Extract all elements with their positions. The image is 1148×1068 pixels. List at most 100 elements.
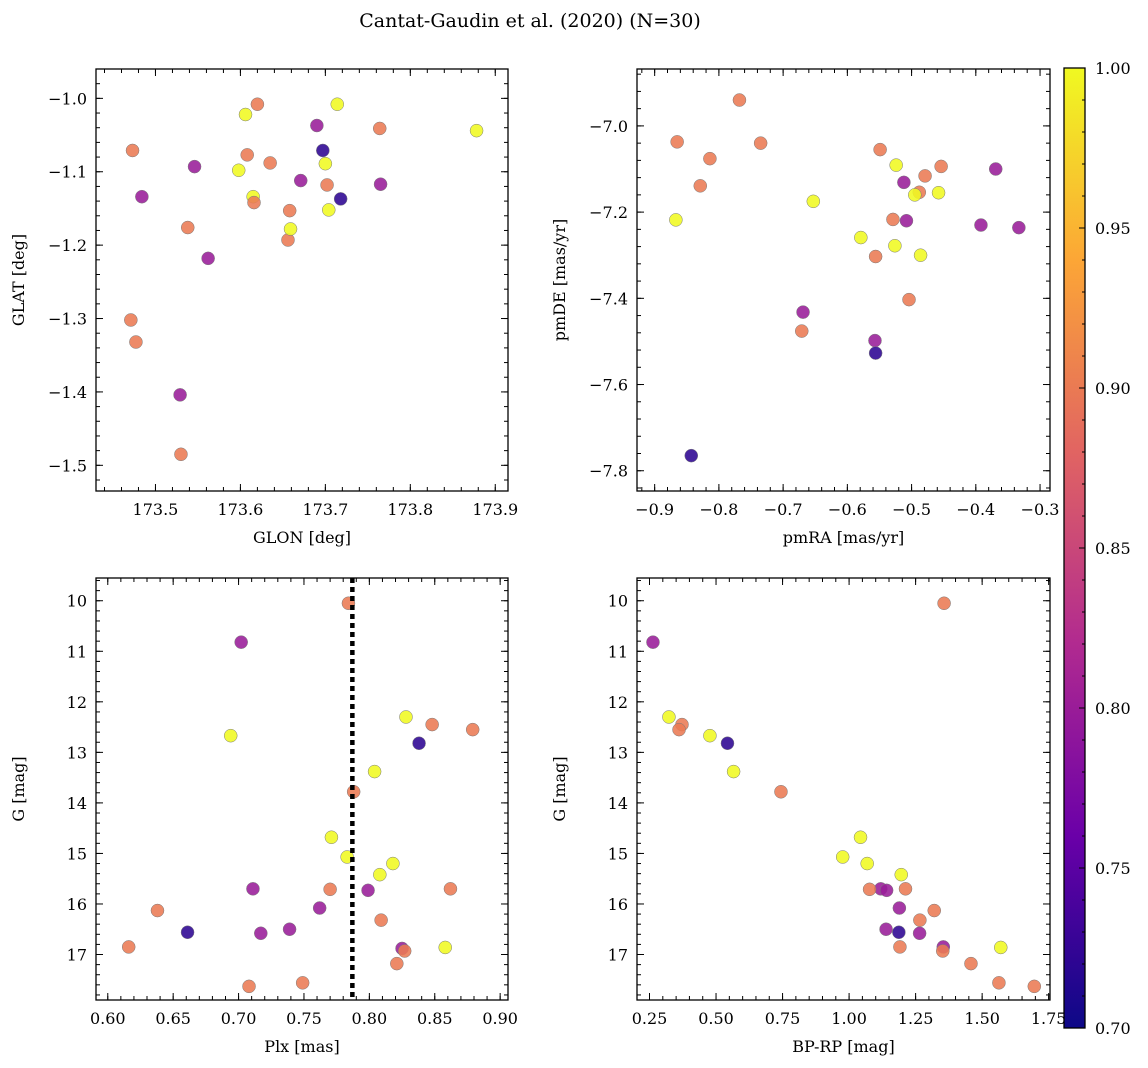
y-tick-label: −7.0 bbox=[589, 117, 628, 136]
scatter-point bbox=[361, 883, 375, 898]
scatter-point bbox=[908, 188, 922, 202]
scatter-point bbox=[187, 159, 202, 174]
x-tick-label: 0.50 bbox=[698, 1009, 734, 1028]
scatter-point bbox=[879, 922, 893, 936]
x-tick-label: 0.70 bbox=[221, 1009, 257, 1028]
x-tick-label: 0.75 bbox=[286, 1009, 322, 1028]
scatter-point bbox=[322, 203, 336, 217]
y-tick-label: 13 bbox=[67, 743, 87, 762]
scatter-point bbox=[374, 913, 388, 927]
x-tick-label: 1.00 bbox=[831, 1009, 867, 1028]
scatter-point bbox=[125, 143, 140, 158]
x-tick-label: −0.5 bbox=[892, 500, 931, 519]
scatter-point bbox=[893, 940, 907, 954]
scatter-point bbox=[897, 175, 911, 190]
y-tick-label: 12 bbox=[67, 693, 87, 712]
x-axis-label: pmRA [mas/yr] bbox=[783, 528, 905, 547]
scatter-point bbox=[927, 903, 941, 918]
x-tick-label: 173.7 bbox=[302, 500, 348, 519]
x-tick-label: 0.85 bbox=[417, 1009, 453, 1028]
x-tick-label: 1.25 bbox=[898, 1009, 934, 1028]
scatter-point bbox=[242, 979, 256, 994]
y-tick-label: 15 bbox=[608, 844, 628, 863]
y-tick-label: 10 bbox=[67, 592, 87, 611]
x-tick-label: −0.6 bbox=[828, 500, 867, 519]
colorbar-tick-label: 0.70 bbox=[1095, 1019, 1131, 1038]
scatter-point bbox=[862, 882, 877, 897]
scatter-point bbox=[281, 233, 295, 247]
ticks bbox=[637, 69, 1050, 491]
ticks bbox=[637, 578, 1050, 1000]
scatter-point bbox=[889, 158, 903, 172]
y-tick-label: 16 bbox=[608, 895, 628, 914]
scatter-point bbox=[465, 722, 480, 737]
scatter-point bbox=[247, 195, 261, 210]
x-axis-label: BP-RP [mag] bbox=[792, 1037, 894, 1056]
x-tick-label: −0.8 bbox=[699, 500, 738, 519]
y-tick-label: 12 bbox=[608, 693, 628, 712]
x-tick-label: 0.90 bbox=[482, 1009, 518, 1028]
y-axis-label: pmDE [mas/yr] bbox=[550, 219, 569, 342]
scatter-point bbox=[892, 925, 906, 940]
scatter-point bbox=[173, 388, 187, 402]
scatter-point bbox=[992, 976, 1006, 990]
y-tick-label: −7.4 bbox=[589, 289, 628, 308]
scatter-point bbox=[873, 142, 887, 157]
scatter-point bbox=[333, 192, 348, 206]
scatter-point bbox=[868, 346, 883, 360]
scatter-point bbox=[899, 213, 914, 228]
scatter-point bbox=[988, 162, 1003, 176]
x-tick-label: 173.5 bbox=[133, 500, 179, 519]
y-tick-label: 11 bbox=[67, 642, 87, 661]
x-tick-label: 0.80 bbox=[352, 1009, 388, 1028]
scatter-point bbox=[438, 940, 452, 955]
scatter-point bbox=[913, 913, 927, 927]
x-tick-label: 173.9 bbox=[472, 500, 518, 519]
colorbar-tick-label: 0.75 bbox=[1095, 859, 1131, 878]
x-tick-label: 1.75 bbox=[1031, 1009, 1067, 1028]
y-axis-label: G [mag] bbox=[550, 756, 569, 821]
y-tick-label: 16 bbox=[67, 895, 87, 914]
scatter-point bbox=[703, 728, 717, 743]
scatter-point bbox=[835, 850, 850, 864]
y-tick-label: −1.1 bbox=[48, 163, 87, 182]
scatter-point bbox=[670, 135, 684, 149]
scatter-point bbox=[795, 324, 809, 338]
scatter-points bbox=[646, 596, 1042, 994]
scatter-point bbox=[282, 203, 297, 218]
x-tick-label: 1.50 bbox=[964, 1009, 1000, 1028]
y-axis-label: GLAT [deg] bbox=[9, 234, 28, 326]
x-tick-label: 0.75 bbox=[765, 1009, 801, 1028]
scatter-point bbox=[886, 212, 900, 227]
scatter-point bbox=[295, 976, 310, 990]
scatter-point bbox=[367, 764, 382, 779]
x-tick-label: −0.3 bbox=[1021, 500, 1060, 519]
scatter-point bbox=[964, 956, 978, 971]
scatter-point bbox=[246, 882, 260, 896]
scatter-point bbox=[913, 248, 928, 262]
scatter-point bbox=[240, 148, 254, 162]
scatter-point bbox=[282, 922, 297, 936]
panel-color-mag: 0.25 0.50 0.75 1.00 1.25 1.50 1.75 10 11 12 13 14 15… bbox=[550, 577, 1067, 1056]
scatter-point bbox=[180, 925, 195, 940]
scatter-point bbox=[250, 97, 265, 111]
colorbar: 0.70 0.75 0.80 0.85 0.90 0.95 1.00 bbox=[1063, 59, 1131, 1038]
scatter-point bbox=[898, 882, 913, 896]
scatter-point bbox=[669, 213, 683, 227]
scatter-point bbox=[135, 189, 149, 204]
scatter-point bbox=[238, 107, 253, 122]
scatter-points bbox=[669, 93, 1026, 463]
scatter-point bbox=[902, 292, 916, 307]
scatter-point bbox=[310, 118, 324, 133]
axes-frame bbox=[636, 577, 1051, 1001]
scatter-point bbox=[684, 448, 699, 463]
y-tick-label: 13 bbox=[608, 743, 628, 762]
ticks bbox=[96, 578, 508, 1000]
scatter-point bbox=[180, 220, 195, 235]
y-tick-label: −1.0 bbox=[48, 89, 87, 108]
scatter-point bbox=[425, 717, 439, 732]
colorbar-gradient bbox=[1064, 68, 1085, 1028]
y-tick-label: 11 bbox=[608, 642, 628, 661]
y-tick-label: 15 bbox=[67, 844, 87, 863]
